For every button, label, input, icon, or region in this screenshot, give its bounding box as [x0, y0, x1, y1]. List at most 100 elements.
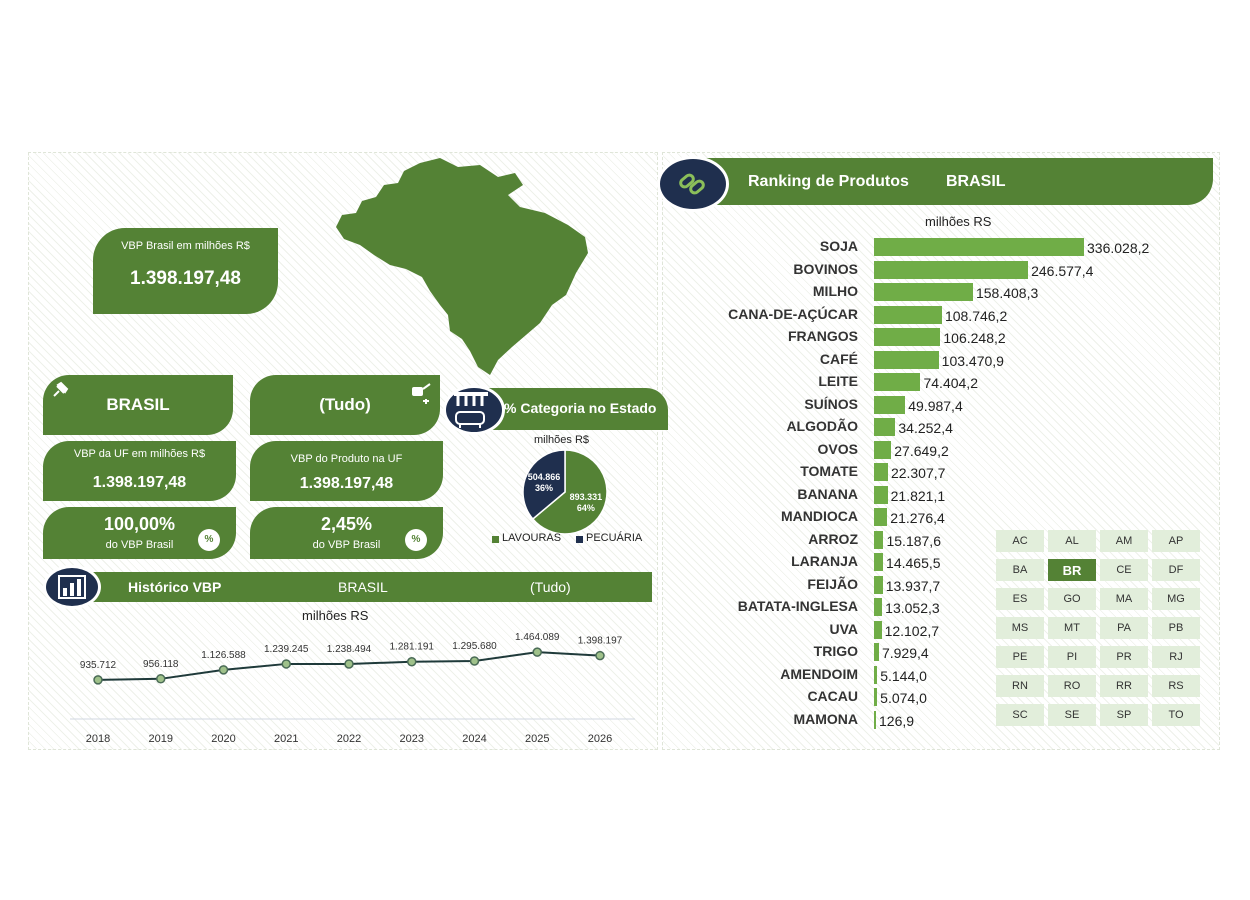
brazil-map[interactable] — [330, 155, 595, 380]
historico-point[interactable] — [595, 650, 605, 661]
uf-button-pr[interactable]: PR — [1100, 646, 1148, 668]
rank-label-2[interactable]: MILHO — [812, 283, 858, 299]
uf-button-go[interactable]: GO — [1048, 588, 1096, 610]
uf-button-br[interactable]: BR — [1048, 559, 1096, 581]
pie-slice-pecuária[interactable] — [522, 449, 566, 521]
uf-button-pe[interactable]: PE — [996, 646, 1044, 668]
rank-label-4[interactable]: FRANGOS — [788, 328, 858, 344]
rank-bar-11[interactable] — [874, 485, 888, 504]
rank-value-20: 5.074,0 — [880, 690, 927, 706]
rank-value-14: 14.465,5 — [886, 555, 941, 571]
rank-bar-19[interactable] — [874, 665, 878, 684]
rank-label-11[interactable]: BANANA — [797, 485, 858, 502]
uf-button-al[interactable]: AL — [1048, 530, 1096, 552]
historico-point[interactable] — [281, 659, 291, 669]
rank-bar-13[interactable] — [874, 530, 884, 549]
uf-button-rn[interactable]: RN — [996, 675, 1044, 697]
uf-button-ba[interactable]: BA — [996, 559, 1044, 581]
uf-button-rs[interactable]: RS — [1152, 675, 1200, 697]
historico-point[interactable] — [469, 656, 480, 666]
rank-bar-15[interactable] — [874, 575, 883, 594]
rank-label-0[interactable]: SOJA — [819, 238, 858, 254]
rank-value-0: 336.028,2 — [1087, 240, 1150, 256]
rank-label-18[interactable]: TRIGO — [813, 643, 858, 659]
rank-value-12: 21.276,4 — [890, 510, 945, 526]
historico-point[interactable] — [532, 647, 542, 657]
historico-point[interactable] — [218, 665, 229, 675]
rank-bar-14[interactable] — [874, 553, 884, 571]
ranking-header: Ranking de Produtos BRASIL — [700, 158, 1213, 205]
rank-label-8[interactable]: ALGODÃO — [786, 418, 858, 434]
historico-data-label: 1.238.494 — [327, 644, 372, 655]
rank-label-10[interactable]: TOMATE — [800, 463, 858, 479]
money-bag-icon: % — [405, 529, 427, 551]
uf-button-to[interactable]: TO — [1152, 704, 1200, 726]
rank-bar-7[interactable] — [874, 395, 906, 414]
produto-filter[interactable]: (Tudo) — [250, 375, 440, 435]
uf-button-ac[interactable]: AC — [996, 530, 1044, 552]
rank-bar-2[interactable] — [874, 283, 973, 301]
rank-label-5[interactable]: CAFÉ — [819, 350, 858, 367]
uf-button-df[interactable]: DF — [1152, 559, 1200, 581]
pie-percent-label: 64% — [577, 503, 595, 513]
rank-label-6[interactable]: LEITE — [818, 373, 858, 389]
uf-button-es[interactable]: ES — [996, 588, 1044, 610]
rank-bar-1[interactable] — [874, 260, 1029, 279]
ranking-bar-chart: SOJA 336.028,2 BOVINOS 246.577,4 MILHO 158.40… — [700, 238, 1200, 738]
rank-label-19[interactable]: AMENDOIM — [780, 665, 858, 682]
rank-label-16[interactable]: BATATA-INGLESA — [737, 598, 858, 614]
historico-point[interactable] — [156, 674, 166, 684]
rank-label-3[interactable]: CANA-DE-AÇÚCAR — [728, 305, 858, 322]
uf-button-ap[interactable]: AP — [1152, 530, 1200, 552]
uf-button-pa[interactable]: PA — [1100, 617, 1148, 639]
uf-button-ma[interactable]: MA — [1100, 588, 1148, 610]
rank-bar-18[interactable] — [874, 643, 879, 661]
uf-button-am[interactable]: AM — [1100, 530, 1148, 552]
rank-label-9[interactable]: OVOS — [817, 440, 858, 457]
brazil-shape[interactable] — [336, 158, 588, 375]
rank-bar-16[interactable] — [874, 598, 883, 616]
historico-point[interactable] — [344, 659, 354, 669]
uf-filter[interactable]: BRASIL — [43, 375, 233, 435]
uf-button-rr[interactable]: RR — [1100, 675, 1148, 697]
uf-button-pi[interactable]: PI — [1048, 646, 1096, 668]
uf-button-sp[interactable]: SP — [1100, 704, 1148, 726]
rank-bar-6[interactable] — [874, 373, 921, 391]
uf-button-se[interactable]: SE — [1048, 704, 1096, 726]
uf-button-sc[interactable]: SC — [996, 704, 1044, 726]
rank-label-20[interactable]: CACAU — [807, 688, 858, 704]
uf-button-pb[interactable]: PB — [1152, 617, 1200, 639]
rank-bar-17[interactable] — [874, 620, 882, 639]
historico-data-label: 1.239.245 — [264, 644, 309, 655]
historico-header: Histórico VBP BRASIL (Tudo) — [70, 572, 652, 602]
uf-button-mt[interactable]: MT — [1048, 617, 1096, 639]
rank-bar-10[interactable] — [874, 463, 888, 481]
rank-bar-4[interactable] — [874, 328, 941, 346]
rank-label-17[interactable]: UVA — [829, 620, 858, 637]
rank-value-17: 12.102,7 — [884, 622, 940, 639]
rank-label-14[interactable]: LARANJA — [791, 553, 858, 569]
uf-button-ro[interactable]: RO — [1048, 675, 1096, 697]
rank-label-7[interactable]: SUÍNOS — [804, 395, 858, 412]
rank-label-15[interactable]: FEIJÃO — [807, 575, 858, 592]
rank-label-1[interactable]: BOVINOS — [793, 260, 858, 277]
rank-bar-21[interactable] — [874, 710, 876, 729]
historico-point[interactable] — [93, 675, 103, 685]
rank-label-13[interactable]: ARROZ — [808, 530, 858, 547]
historico-point[interactable] — [407, 656, 417, 667]
uf-button-ms[interactable]: MS — [996, 617, 1044, 639]
rank-bar-8[interactable] — [874, 418, 896, 436]
uf-button-mg[interactable]: MG — [1152, 588, 1200, 610]
rank-bar-5[interactable] — [874, 350, 939, 369]
uf-button-rj[interactable]: RJ — [1152, 646, 1200, 668]
uf-button-ce[interactable]: CE — [1100, 559, 1148, 581]
rank-label-12[interactable]: MANDIOCA — [781, 508, 858, 524]
rank-bar-20[interactable] — [874, 688, 878, 706]
rank-bar-9[interactable] — [874, 440, 892, 459]
rank-value-4: 106.248,2 — [943, 330, 1006, 346]
rank-bar-12[interactable] — [874, 508, 888, 526]
pie-slice-lavouras[interactable] — [531, 449, 608, 535]
rank-bar-0[interactable] — [874, 238, 1084, 256]
rank-label-21[interactable]: MAMONA — [793, 710, 858, 727]
rank-bar-3[interactable] — [874, 305, 942, 324]
